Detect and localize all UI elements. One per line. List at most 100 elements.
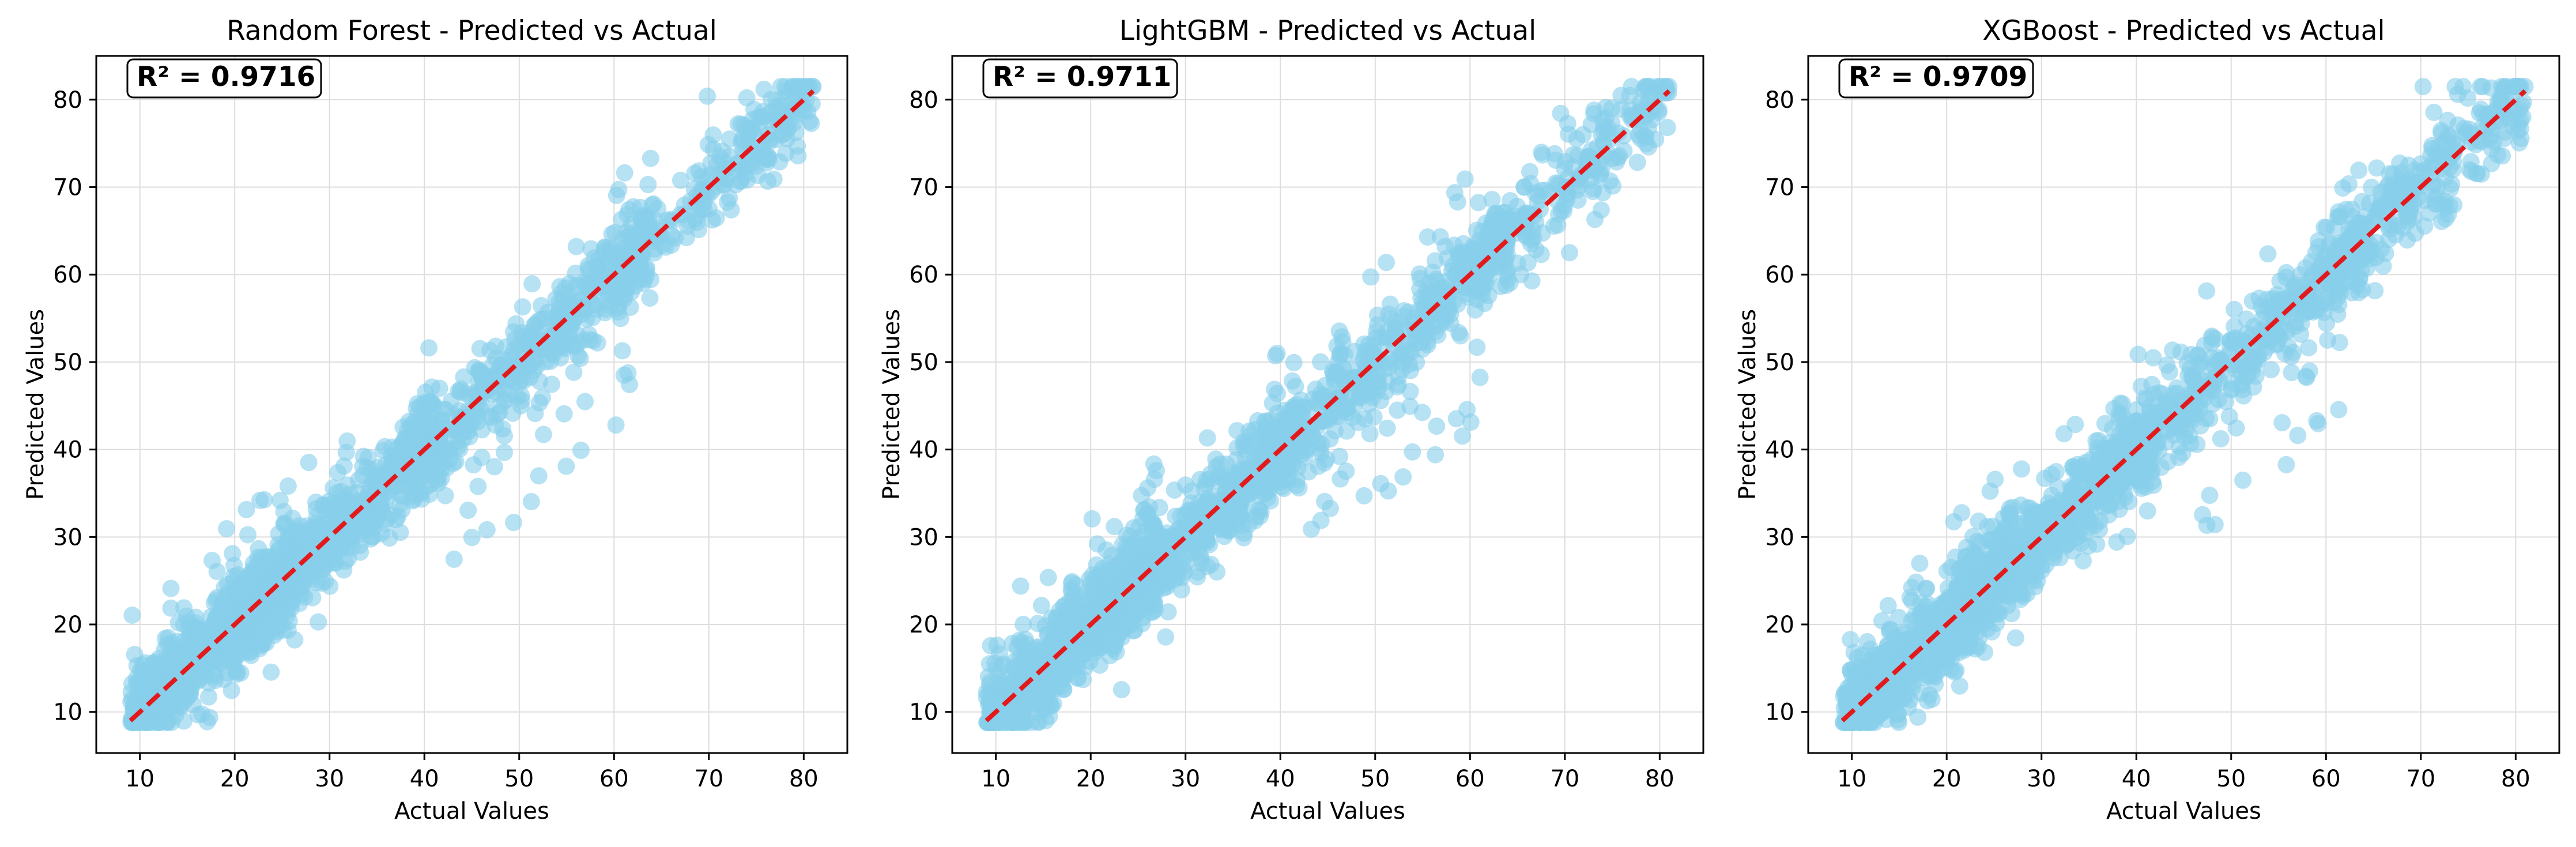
scatter-point (1201, 536, 1219, 554)
scatter-point (470, 384, 488, 402)
scatter-point (1016, 630, 1034, 648)
scatter-point (425, 397, 443, 415)
chart-title: LightGBM - Predicted vs Actual (1119, 15, 1536, 47)
scatter-point (560, 330, 578, 348)
scatter-point (1459, 288, 1477, 306)
scatter-point (1085, 576, 1103, 594)
scatter-point (678, 217, 696, 235)
panel-random-forest: Random Forest - Predicted vs Actual Actu… (22, 15, 848, 825)
scatter-point (1416, 329, 1434, 347)
scatter-point (244, 563, 262, 581)
scatter-point (1569, 191, 1587, 209)
scatter-point (279, 477, 297, 495)
scatter-point (672, 171, 689, 189)
scatter-point (1604, 129, 1621, 147)
scatter-point (1362, 268, 1380, 286)
scatter-point (2013, 460, 2030, 478)
scatter-point (565, 363, 583, 381)
scatter-point (1235, 529, 1253, 547)
scatter-point (481, 341, 499, 359)
scatter-point (643, 196, 661, 214)
scatter-point (314, 561, 332, 578)
scatter-point (1112, 609, 1130, 627)
scatter-point (1419, 228, 1436, 246)
y-tick-label: 80 (53, 87, 82, 114)
scatter-point (2226, 300, 2243, 318)
scatter-point (1522, 231, 1540, 249)
scatter-point (2198, 282, 2216, 300)
x-tick-label: 20 (220, 766, 250, 792)
scatter-point (1572, 171, 1589, 189)
scatter-point (1273, 435, 1291, 453)
scatter-point (1202, 555, 1220, 573)
scatter-point (368, 472, 386, 490)
x-tick-label: 60 (1455, 766, 1485, 792)
scatter-point (704, 140, 722, 158)
x-tick-label: 10 (981, 766, 1010, 792)
scatter-point (522, 493, 540, 510)
chart-title: Random Forest - Predicted vs Actual (227, 15, 717, 47)
scatter-point (444, 454, 462, 472)
scatter-point (1534, 146, 1551, 164)
scatter-point (1043, 609, 1061, 627)
scatter-point (1343, 370, 1361, 387)
scatter-point (163, 649, 180, 667)
scatter-point (749, 167, 767, 185)
scatter-point (777, 144, 795, 162)
scatter-point (207, 609, 225, 627)
scatter-point (610, 180, 628, 198)
scatter-point (175, 684, 193, 702)
scatter-point (783, 107, 801, 125)
scatter-point (567, 238, 585, 255)
scatter-point (530, 467, 548, 485)
scatter-point (1126, 607, 1144, 624)
scatter-point (523, 275, 541, 293)
scatter-point (1148, 462, 1166, 480)
scatter-point (603, 225, 621, 243)
scatter-point (1417, 281, 1435, 299)
scatter-point (1288, 396, 1306, 413)
scatter-point (1287, 378, 1304, 396)
scatter-point (1142, 564, 1160, 581)
scatter-point (225, 556, 243, 574)
scatter-point (459, 502, 477, 519)
chart-title: XGBoost - Predicted vs Actual (1982, 15, 2385, 47)
x-tick-label: 30 (315, 766, 344, 792)
scatter-point (255, 491, 273, 509)
x-tick-label: 50 (504, 766, 534, 792)
scatter-point (1369, 382, 1387, 400)
scatter-point (1280, 470, 1298, 488)
scatter-point (1083, 510, 1101, 528)
y-tick-label: 70 (909, 175, 938, 201)
scatter-point (200, 688, 217, 706)
scatter-point (616, 164, 633, 182)
scatter-point (1561, 244, 1578, 262)
scatter-point (1029, 694, 1047, 712)
scatter-point (787, 123, 805, 141)
x-tick-label: 40 (410, 766, 439, 792)
y-tick-label: 10 (909, 699, 938, 726)
scatter-point (631, 258, 649, 276)
scatter-point (1043, 697, 1061, 714)
scatter-point (162, 599, 180, 617)
scatter-point (1195, 479, 1213, 497)
scatter-point (534, 426, 552, 443)
scatter-point (232, 599, 250, 617)
scatter-point (250, 540, 267, 558)
x-axis-label: Actual Values (1250, 798, 1405, 825)
scatter-point (1574, 126, 1592, 144)
scatter-point (1039, 569, 1057, 586)
scatter-point (1134, 585, 1152, 603)
scatter-point (262, 663, 280, 681)
scatter-point (1105, 575, 1122, 593)
scatter-point (1431, 228, 1449, 246)
scatter-point (602, 242, 620, 259)
scatter-point (1564, 146, 1582, 164)
scatter-point (2277, 456, 2295, 473)
scatter-point (1159, 603, 1177, 621)
scatter-point (300, 454, 318, 472)
scatter-point (203, 552, 221, 569)
scatter-point (585, 249, 603, 267)
scatter-point (1316, 492, 1334, 510)
scatter-point (580, 326, 598, 343)
